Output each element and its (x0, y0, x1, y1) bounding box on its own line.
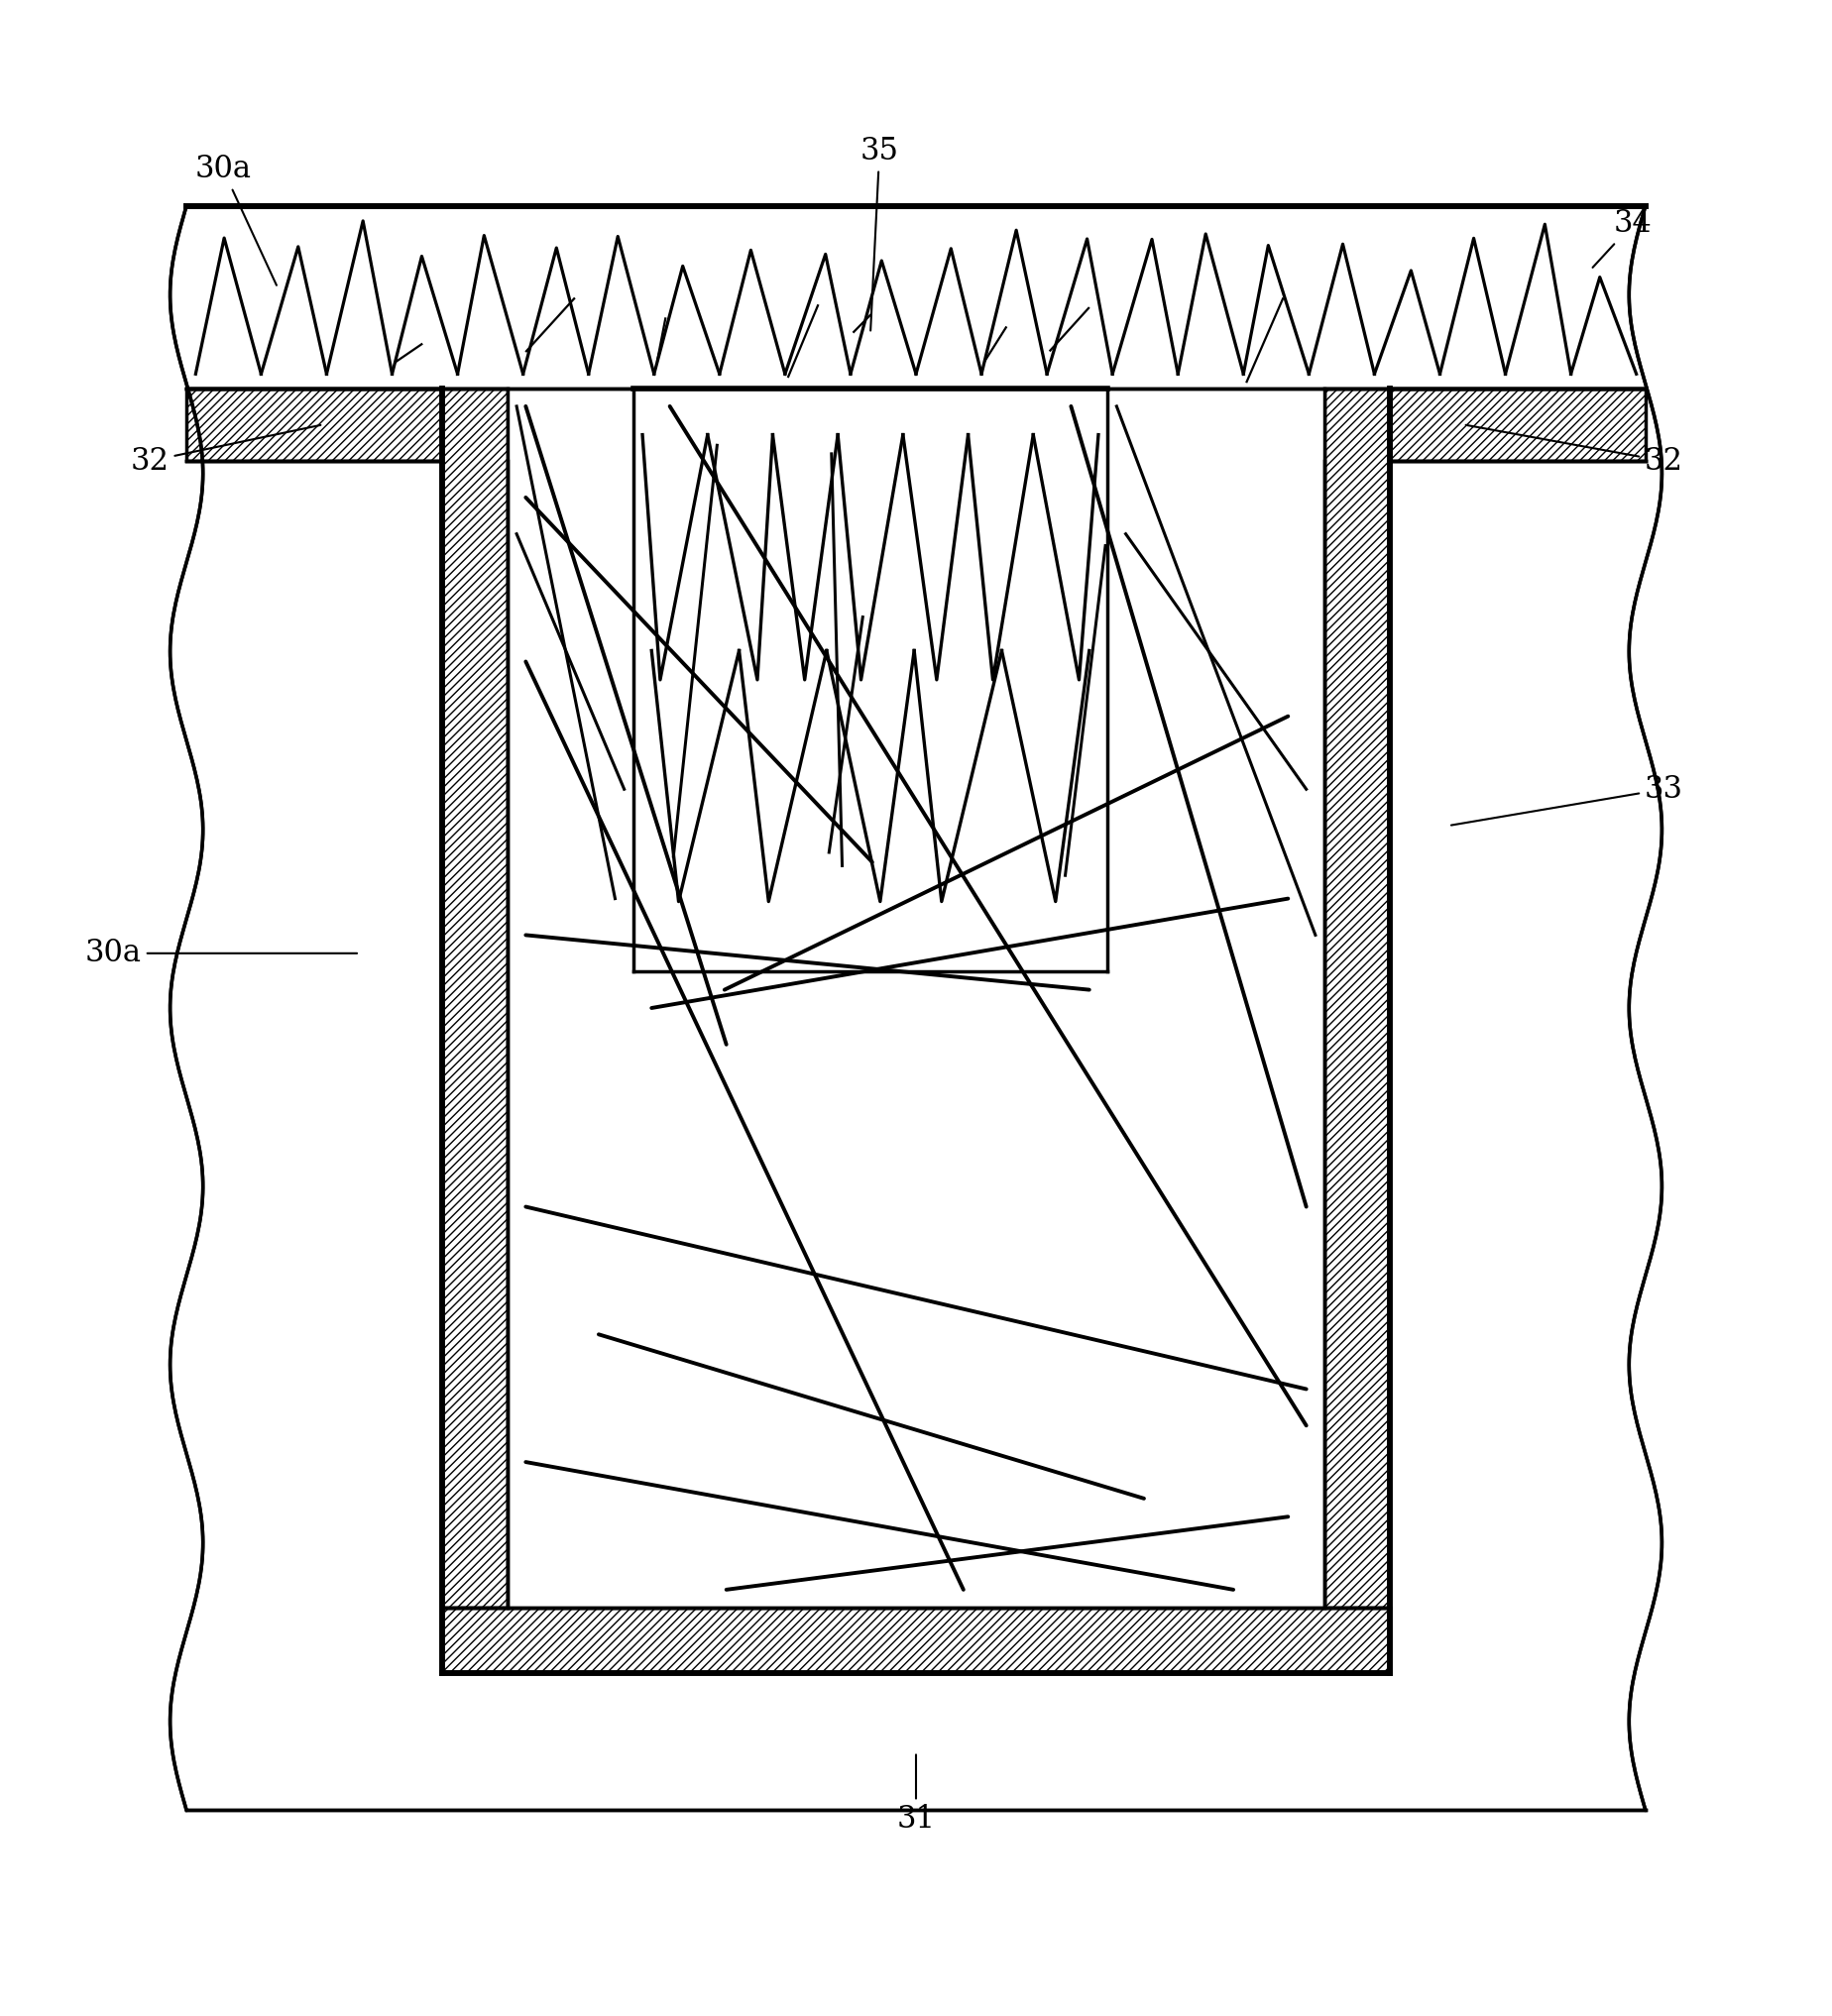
Polygon shape (187, 387, 442, 462)
Text: 35: 35 (861, 135, 900, 331)
Text: 34: 34 (1592, 208, 1652, 268)
Polygon shape (442, 1609, 1390, 1673)
Text: 31: 31 (896, 1754, 936, 1835)
Text: 32: 32 (130, 425, 321, 476)
Text: 33: 33 (1451, 774, 1684, 825)
Text: 32: 32 (1466, 425, 1684, 476)
Text: 30a: 30a (86, 937, 357, 968)
Polygon shape (634, 387, 1108, 972)
Polygon shape (1325, 387, 1390, 1673)
Polygon shape (187, 206, 1645, 1810)
Polygon shape (442, 387, 507, 1673)
Polygon shape (187, 206, 1645, 387)
Polygon shape (507, 387, 1325, 1609)
Text: 30a: 30a (194, 153, 277, 284)
Polygon shape (1390, 387, 1645, 462)
